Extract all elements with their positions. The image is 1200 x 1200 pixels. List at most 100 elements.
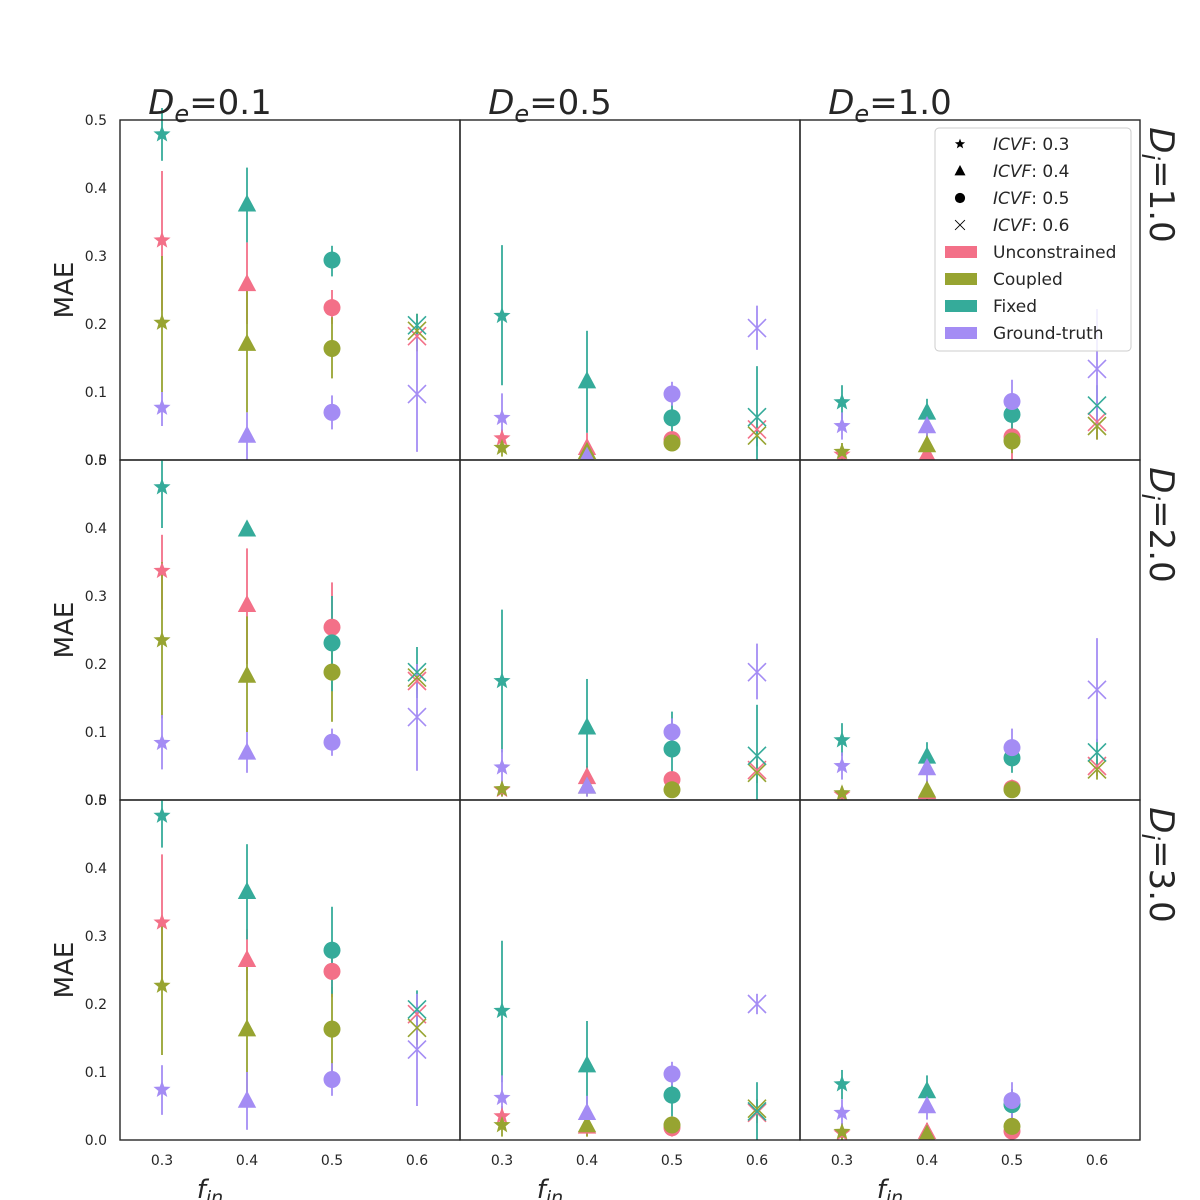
point-ground-truth-0.6 bbox=[407, 384, 427, 404]
panel-frame bbox=[119, 799, 461, 1141]
point-coupled-0.6-stroke-b bbox=[407, 668, 427, 688]
point-ground-truth-0.6-stroke-b bbox=[747, 994, 767, 1014]
panel-frame bbox=[459, 459, 801, 801]
panel-frame bbox=[459, 799, 801, 1141]
title-rest: =0.1 bbox=[189, 83, 272, 123]
point-ground-truth-0.3 bbox=[153, 398, 171, 415]
point-unconstrained-0.5 bbox=[323, 618, 341, 636]
title-sub: e bbox=[514, 100, 529, 128]
column-title: De=0.5 bbox=[488, 83, 612, 128]
point-coupled-0.4 bbox=[917, 435, 937, 453]
point-fixed-0.4 bbox=[237, 519, 257, 537]
point-fixed-0.6-stroke-b bbox=[747, 746, 767, 766]
point-coupled-0.6 bbox=[1087, 416, 1107, 436]
point-unconstrained-0.6-stroke-b bbox=[747, 1103, 767, 1123]
panel-marks bbox=[153, 800, 427, 1130]
point-ground-truth-0.5 bbox=[1003, 1092, 1021, 1110]
y-tick-label: 0.1 bbox=[85, 385, 107, 401]
point-ground-truth-0.5 bbox=[663, 1065, 681, 1083]
point-fixed-0.3 bbox=[493, 306, 511, 324]
title-base: D bbox=[828, 83, 854, 123]
point-unconstrained-0.6 bbox=[407, 671, 427, 691]
panel-marks bbox=[493, 609, 767, 800]
point-unconstrained-0.3 bbox=[493, 429, 511, 446]
legend-box bbox=[934, 127, 1132, 352]
point-coupled-0.4 bbox=[917, 780, 937, 798]
point-fixed-0.3 bbox=[153, 806, 171, 823]
point-ground-truth-0.4 bbox=[579, 446, 595, 460]
point-unconstrained-0.6 bbox=[747, 760, 767, 780]
title-base: D bbox=[488, 83, 514, 123]
panel-marks bbox=[153, 108, 427, 460]
row-title: Di=2.0 bbox=[1136, 467, 1181, 582]
point-coupled-0.4 bbox=[237, 1019, 257, 1037]
y-tick-label: 0.2 bbox=[85, 317, 107, 333]
legend-swatch-ground-truth bbox=[945, 327, 977, 339]
panel-r2-c0: 0.0 0.1 0.2 0.3 0.4 0.5 MAE 0.3 0.4 0.5 0.6 fin bbox=[50, 793, 461, 1200]
point-unconstrained-0.6-stroke-b bbox=[747, 760, 767, 780]
point-coupled-0.6-stroke-b bbox=[747, 425, 767, 446]
legend-marker-x bbox=[954, 219, 966, 231]
point-fixed-0.6 bbox=[407, 315, 427, 335]
point-coupled-0.5 bbox=[323, 1020, 341, 1038]
point-ground-truth-0.6-stroke-b bbox=[407, 384, 427, 404]
y-tick-label: 0.3 bbox=[85, 589, 107, 605]
point-ground-truth-0.5 bbox=[323, 403, 341, 421]
point-ground-truth-0.5 bbox=[1003, 393, 1021, 411]
y-tick-label: 0.1 bbox=[85, 1065, 107, 1081]
title-base: D bbox=[1141, 467, 1181, 493]
point-fixed-0.6-stroke-b bbox=[407, 662, 427, 682]
point-fixed-0.4 bbox=[577, 1055, 597, 1073]
point-fixed-0.4 bbox=[917, 1081, 937, 1099]
point-coupled-0.3 bbox=[833, 784, 851, 800]
y-tick-label: 0.4 bbox=[85, 861, 107, 877]
point-ground-truth-0.6 bbox=[747, 318, 767, 338]
point-fixed-0.4 bbox=[577, 717, 597, 735]
point-ground-truth-0.5 bbox=[323, 1070, 341, 1088]
legend-label-value: : 0.4 bbox=[1031, 162, 1069, 182]
y-tick-label: 0.5 bbox=[85, 113, 107, 129]
point-coupled-0.5 bbox=[663, 1116, 681, 1134]
point-unconstrained-0.4 bbox=[237, 273, 257, 292]
legend-label-triangle: ICVF: 0.4 bbox=[993, 162, 1069, 182]
panel-frame bbox=[119, 119, 461, 461]
point-coupled-0.3 bbox=[833, 1122, 851, 1140]
y-axis-label: MAE bbox=[50, 262, 80, 319]
x-tick-label: 0.3 bbox=[831, 1153, 853, 1169]
point-coupled-0.6 bbox=[407, 321, 427, 341]
legend-label-key: ICVF bbox=[993, 135, 1032, 155]
point-unconstrained-0.6 bbox=[747, 1103, 767, 1123]
point-fixed-0.5 bbox=[323, 941, 341, 959]
point-fixed-0.6 bbox=[747, 746, 767, 766]
panel-r2-c2: 0.3 0.4 0.5 0.6 fin bbox=[799, 799, 1141, 1200]
panel-frame bbox=[799, 459, 1141, 801]
legend-label-circle: ICVF: 0.5 bbox=[993, 189, 1069, 209]
panel-frame bbox=[119, 459, 461, 801]
point-fixed-0.3 bbox=[493, 1001, 511, 1019]
point-ground-truth-0.5 bbox=[1003, 739, 1021, 757]
point-coupled-0.4 bbox=[577, 1115, 597, 1133]
point-fixed-0.5 bbox=[323, 251, 341, 269]
legend-label-value: : 0.6 bbox=[1031, 216, 1069, 236]
point-unconstrained-0.6-stroke-b bbox=[1087, 756, 1107, 776]
title-sub: i bbox=[1136, 493, 1164, 500]
panel-marks bbox=[833, 309, 1107, 460]
point-coupled-0.6 bbox=[407, 668, 427, 688]
point-unconstrained-0.3 bbox=[493, 1107, 511, 1124]
y-tick-label: 0.2 bbox=[85, 997, 107, 1013]
panel-r1-c1 bbox=[459, 459, 801, 801]
point-ground-truth-0.4 bbox=[237, 742, 257, 760]
legend-label-key: ICVF bbox=[993, 162, 1032, 182]
x-axis-label-sub: in bbox=[206, 1187, 223, 1200]
legend-swatch-coupled bbox=[945, 273, 977, 285]
point-fixed-0.6 bbox=[1087, 396, 1107, 416]
point-fixed-0.4 bbox=[917, 746, 937, 764]
point-fixed-0.3 bbox=[153, 478, 171, 495]
point-coupled-0.3 bbox=[153, 976, 171, 993]
point-coupled-0.4 bbox=[237, 665, 257, 683]
point-coupled-0.6-stroke-b bbox=[747, 763, 767, 783]
point-unconstrained-0.6 bbox=[407, 1004, 427, 1024]
y-tick-label: 0.1 bbox=[85, 725, 107, 741]
point-fixed-0.6-stroke-b bbox=[407, 315, 427, 335]
